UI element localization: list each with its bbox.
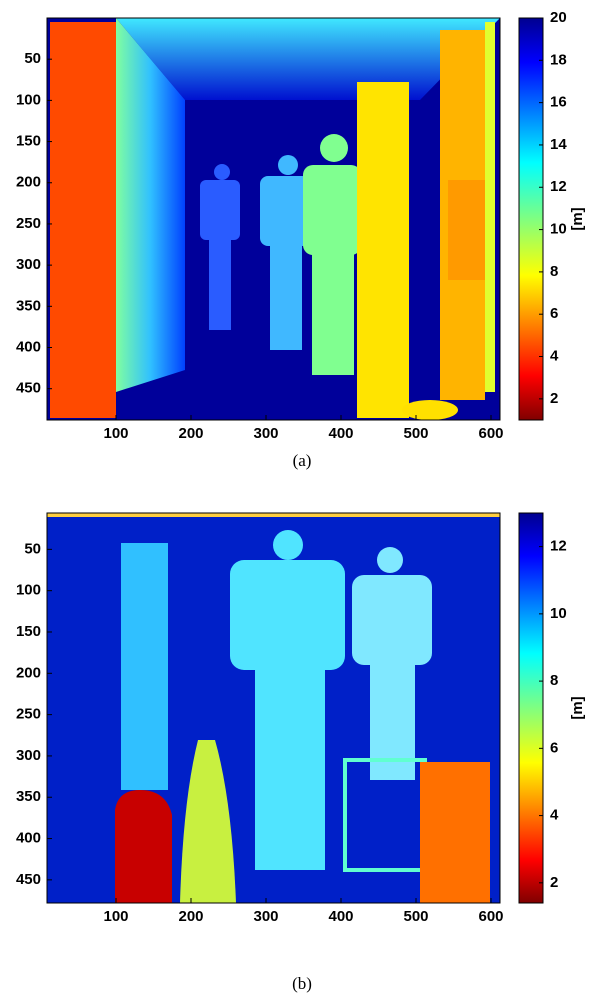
colorbar-tick-label: 6 [550,305,558,322]
colorbar-label: [m] [569,207,586,230]
caption: (a) [293,451,312,470]
y-tick-label: 300 [16,256,41,273]
x-tick-label: 200 [178,908,203,925]
y-tick-label: 450 [16,871,41,888]
x-tick-label: 300 [253,425,278,442]
colorbar-tick-label: 16 [550,94,567,111]
y-tick-label: 100 [16,582,41,599]
y-tick-label: 400 [16,830,41,847]
x-tick-label: 400 [328,425,353,442]
colorbar-tick-label: 10 [550,605,567,622]
x-tick-label: 400 [328,908,353,925]
plot-frame [46,17,501,421]
x-tick-label: 100 [103,425,128,442]
y-tick-label: 200 [16,174,41,191]
y-tick-label: 150 [16,133,41,150]
y-tick-label: 50 [24,50,41,67]
colorbar-tick-label: 10 [550,221,567,238]
colorbar-tick-label: 12 [550,178,567,195]
y-tick-label: 250 [16,215,41,232]
depth-image [47,18,500,420]
y-tick-label: 50 [24,540,41,557]
y-tick-label: 350 [16,297,41,314]
y-tick-label: 200 [16,664,41,681]
colorbar-tick-label: 2 [550,390,558,407]
y-tick-label: 300 [16,747,41,764]
y-tick-label: 350 [16,788,41,805]
caption: (b) [292,974,312,993]
colorbar-tick-label: 8 [550,672,558,689]
colorbar-tick-label: 6 [550,739,558,756]
y-tick-label: 450 [16,380,41,397]
y-tick-label: 150 [16,623,41,640]
colorbar [518,17,544,421]
colorbar-tick-label: 4 [550,807,559,824]
colorbar-tick-label: 20 [550,9,567,26]
colorbar-tick-label: 12 [550,538,567,555]
plot-frame [46,512,501,904]
x-tick-label: 200 [178,425,203,442]
x-tick-label: 600 [478,425,503,442]
x-tick-label: 500 [403,908,428,925]
depth-image [47,513,500,903]
colorbar-tick-label: 4 [550,347,559,364]
colorbar-tick-label: 18 [550,51,567,68]
y-tick-label: 250 [16,706,41,723]
x-tick-label: 300 [253,908,278,925]
y-tick-label: 100 [16,91,41,108]
colorbar-tick-label: 8 [550,263,558,280]
x-tick-label: 500 [403,425,428,442]
colorbar [518,512,544,904]
colorbar-tick-label: 14 [550,136,567,153]
y-tick-label: 400 [16,338,41,355]
colorbar-label: [m] [569,696,586,719]
x-tick-label: 600 [478,908,503,925]
x-tick-label: 100 [103,908,128,925]
colorbar-tick-label: 2 [550,874,558,891]
